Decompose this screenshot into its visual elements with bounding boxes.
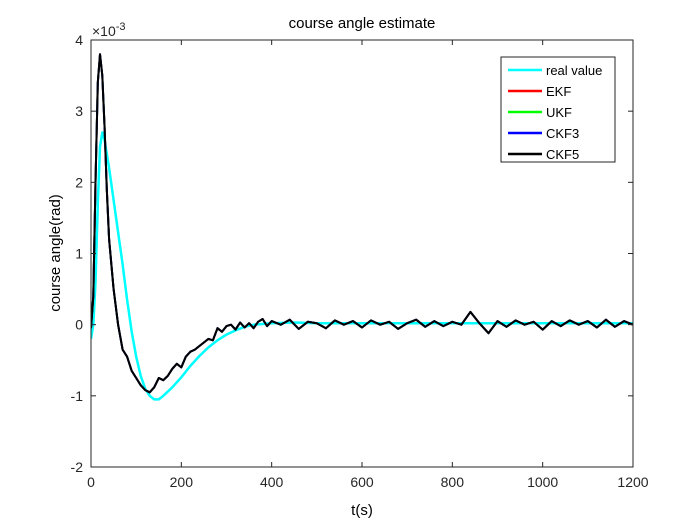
- x-tick-label: 200: [170, 474, 194, 490]
- y-axis-label: course angle(rad): [47, 194, 64, 312]
- legend-label: CKF5: [546, 147, 579, 162]
- legend-label: EKF: [546, 84, 571, 99]
- x-tick-label: 600: [350, 474, 374, 490]
- series-line-ckf5: [91, 53, 633, 394]
- legend-label: UKF: [546, 105, 572, 120]
- x-tick-label: 0: [87, 474, 95, 490]
- y-tick-label: -2: [71, 459, 84, 475]
- legend: real value EKF UKF CKF3 CKF5: [500, 56, 616, 163]
- x-tick-label: 400: [260, 474, 284, 490]
- x-tick-label: 800: [441, 474, 465, 490]
- y-exponent-label: ×10-3: [92, 21, 126, 39]
- legend-label: real value: [546, 63, 602, 78]
- x-axis-ticks: 0 200 400 600 800 1000 1200: [87, 40, 649, 490]
- plot-area: [90, 39, 634, 468]
- y-tick-label: -1: [71, 388, 84, 404]
- y-tick-label: 2: [75, 174, 83, 190]
- y-exponent-base: ×10: [92, 23, 116, 39]
- x-tick-label: 1200: [617, 474, 648, 490]
- legend-label: CKF3: [546, 126, 579, 141]
- y-tick-label: 1: [75, 246, 83, 262]
- series-layer: [91, 53, 633, 401]
- y-axis-ticks: -2 -1 0 1 2 3 4: [71, 32, 633, 475]
- y-exponent-power: -3: [116, 21, 126, 33]
- chart-title: course angle estimate: [289, 15, 436, 32]
- x-tick-label: 1000: [527, 474, 558, 490]
- y-tick-label: 3: [75, 103, 83, 119]
- x-axis-label: t(s): [351, 502, 373, 519]
- legend-box: [500, 56, 616, 163]
- y-tick-label: 0: [75, 317, 83, 333]
- y-tick-label: 4: [75, 32, 83, 48]
